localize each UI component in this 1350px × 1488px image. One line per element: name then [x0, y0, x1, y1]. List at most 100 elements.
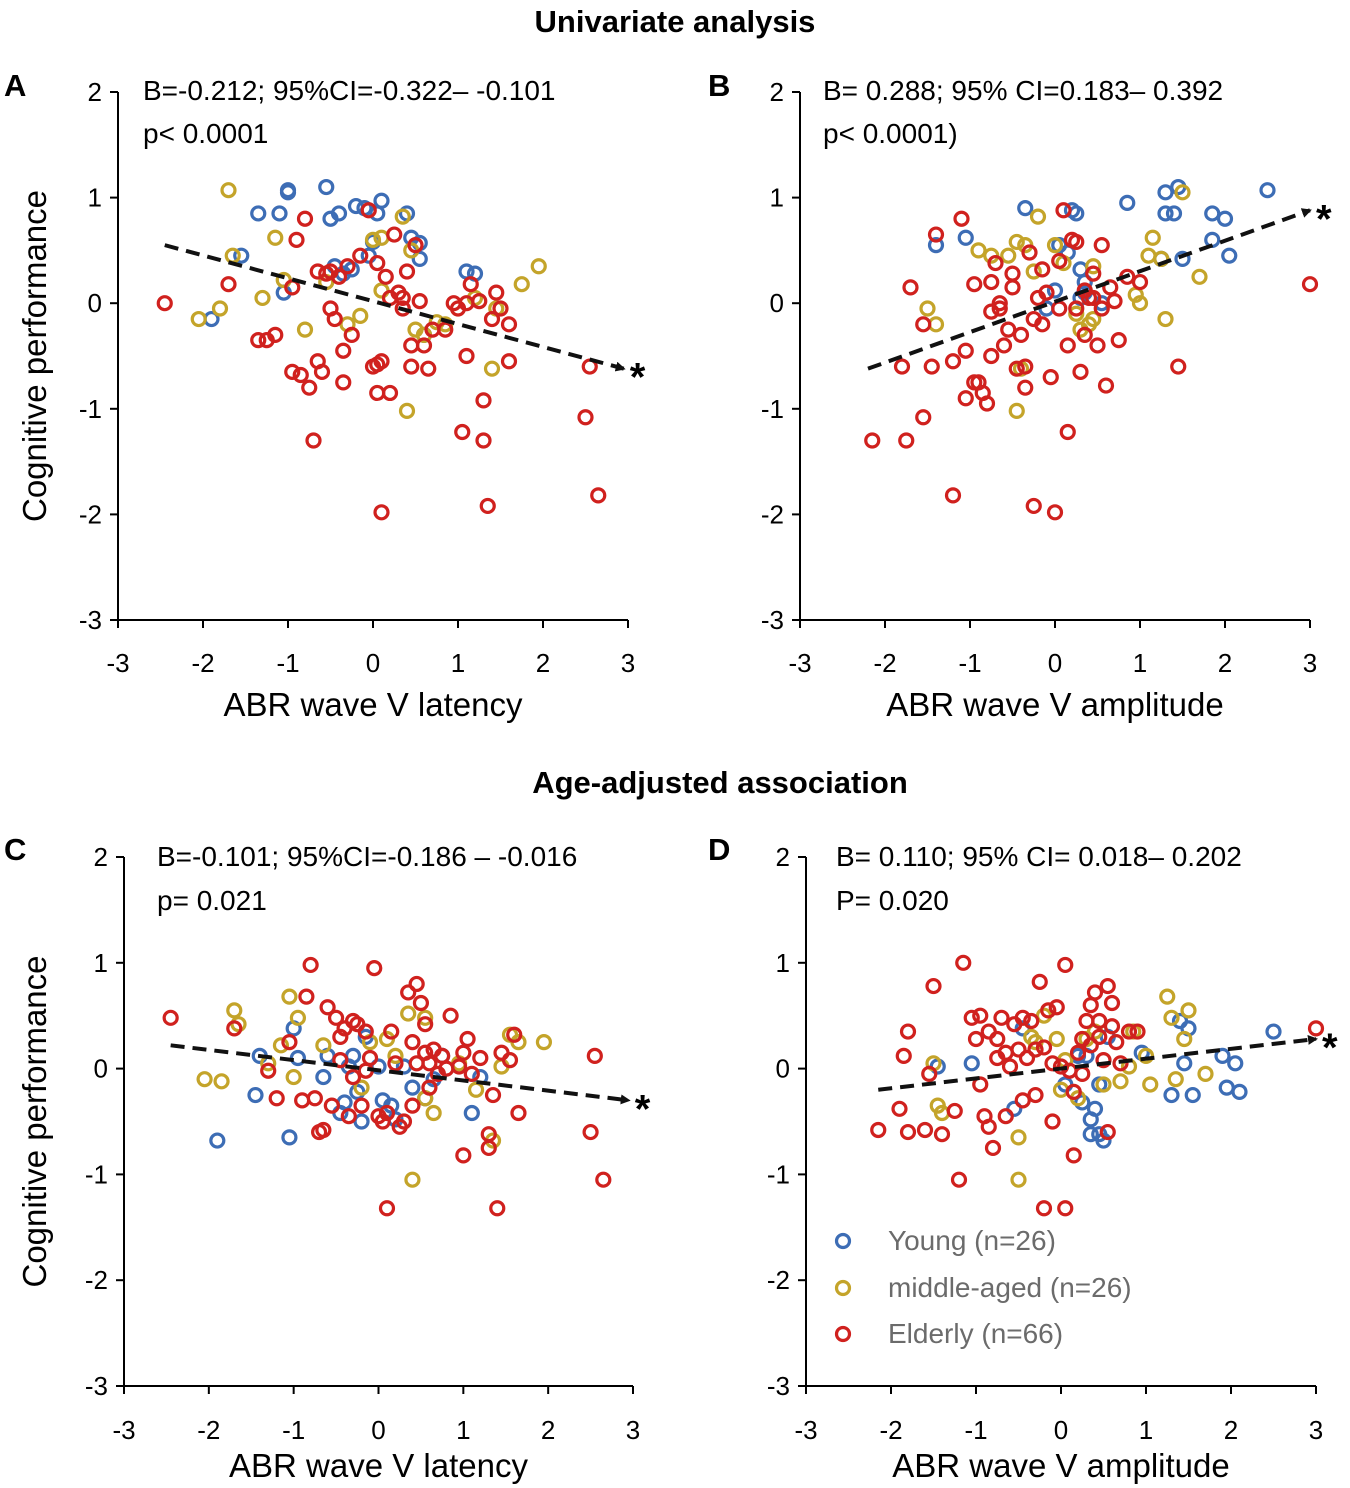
data-point: [1103, 994, 1121, 1012]
data-point: [383, 1023, 400, 1040]
data-point: [349, 1083, 366, 1100]
stats-annotation-line: B=-0.212; 95%CI=-0.322– -0.101: [143, 75, 556, 106]
data-point: [1099, 977, 1116, 995]
data-point: [1059, 337, 1076, 354]
data-point: [1021, 244, 1038, 261]
y-axis-title: Cognitive performance: [16, 190, 53, 522]
data-point: [1082, 1126, 1099, 1143]
data-point: [1031, 973, 1048, 990]
data-point: [400, 1005, 417, 1022]
data-point: [437, 321, 454, 338]
y-tick-label: -2: [767, 1265, 790, 1295]
data-point: [1095, 1076, 1112, 1093]
data-point: [285, 1068, 302, 1086]
data-point: [893, 358, 911, 375]
data-point: [970, 242, 987, 259]
data-point: [463, 1065, 480, 1082]
y-tick-label: -1: [767, 1159, 790, 1189]
data-point: [1106, 292, 1123, 310]
data-point: [1035, 1039, 1053, 1056]
data-point: [404, 1171, 421, 1188]
data-point: [950, 1171, 968, 1188]
x-tick-label: -3: [788, 648, 811, 678]
data-point: [933, 1126, 951, 1143]
significance-star: *: [635, 1087, 651, 1131]
data-point: [864, 432, 881, 449]
data-point: [963, 1055, 980, 1072]
y-tick-label: 1: [94, 948, 108, 978]
data-point: [955, 954, 972, 971]
data-point: [493, 1044, 510, 1061]
data-point: [1301, 276, 1319, 293]
x-axis-title: ABR wave V latency: [229, 1447, 528, 1484]
data-point: [899, 1123, 917, 1141]
data-point: [1017, 358, 1034, 375]
data-point: [284, 363, 301, 380]
data-point: [315, 1121, 332, 1139]
data-point: [224, 247, 241, 264]
data-point: [268, 1090, 285, 1107]
y-tick-label: -3: [761, 605, 784, 635]
data-point: [1040, 1002, 1057, 1019]
data-point: [1097, 377, 1115, 394]
data-point: [967, 1030, 985, 1048]
data-point: [957, 229, 974, 246]
legend-label: middle-aged (n=26): [888, 1272, 1132, 1303]
data-point: [404, 1034, 421, 1051]
data-point: [1046, 282, 1064, 299]
data-point: [1176, 1055, 1193, 1072]
data-point: [483, 310, 501, 328]
data-point: [1000, 247, 1017, 264]
data-point: [1025, 263, 1042, 280]
data-point: [586, 1047, 603, 1065]
x-tick-label: -3: [794, 1415, 817, 1445]
data-point: [925, 977, 942, 995]
trend-arrow: [878, 1034, 1318, 1092]
data-point: [463, 1104, 480, 1122]
x-tick-label: 0: [366, 648, 380, 678]
data-point: [946, 1102, 963, 1120]
data-point: [595, 1171, 612, 1188]
data-point: [394, 300, 411, 317]
x-tick-label: 0: [1054, 1415, 1068, 1445]
data-point: [394, 289, 411, 307]
data-point: [1227, 1055, 1244, 1072]
data-point: [455, 1044, 472, 1061]
x-tick-label: 0: [1048, 648, 1062, 678]
data-point: [209, 1132, 226, 1149]
x-tick-label: 2: [1224, 1415, 1238, 1445]
y-tick-label: -2: [85, 1265, 108, 1295]
data-point: [1176, 1030, 1193, 1048]
data-point: [898, 432, 915, 449]
stats-annotation-line: B= 0.110; 95% CI= 0.018– 0.202: [836, 841, 1242, 872]
data-point: [1099, 1123, 1116, 1141]
x-tick-label: -3: [106, 648, 129, 678]
data-point: [501, 1052, 519, 1069]
x-tick-label: -2: [191, 648, 214, 678]
data-point: [1035, 1200, 1053, 1217]
trend-arrow: [170, 1043, 631, 1105]
data-point: [411, 292, 428, 310]
data-point: [404, 1079, 421, 1096]
data-point: [1082, 997, 1099, 1014]
x-tick-label: 0: [371, 1415, 385, 1445]
data-point: [1076, 326, 1093, 343]
data-point: [895, 1047, 912, 1065]
data-point: [1004, 265, 1021, 282]
data-point: [373, 282, 390, 299]
data-point: [1074, 1065, 1091, 1082]
stats-annotation-line: p< 0.0001): [823, 118, 958, 149]
data-point: [305, 432, 322, 449]
series-elderly: [864, 202, 1319, 521]
data-point: [302, 956, 319, 974]
data-point: [1144, 229, 1161, 246]
legend-marker: [834, 1325, 852, 1343]
data-point: [1068, 305, 1085, 322]
data-point: [500, 353, 518, 370]
data-point: [1129, 1023, 1146, 1040]
stats-annotation-line: p< 0.0001: [143, 118, 268, 149]
data-point: [870, 1121, 887, 1139]
data-point: [957, 390, 974, 407]
data-point: [1180, 1002, 1197, 1019]
x-tick-label: -1: [276, 648, 299, 678]
